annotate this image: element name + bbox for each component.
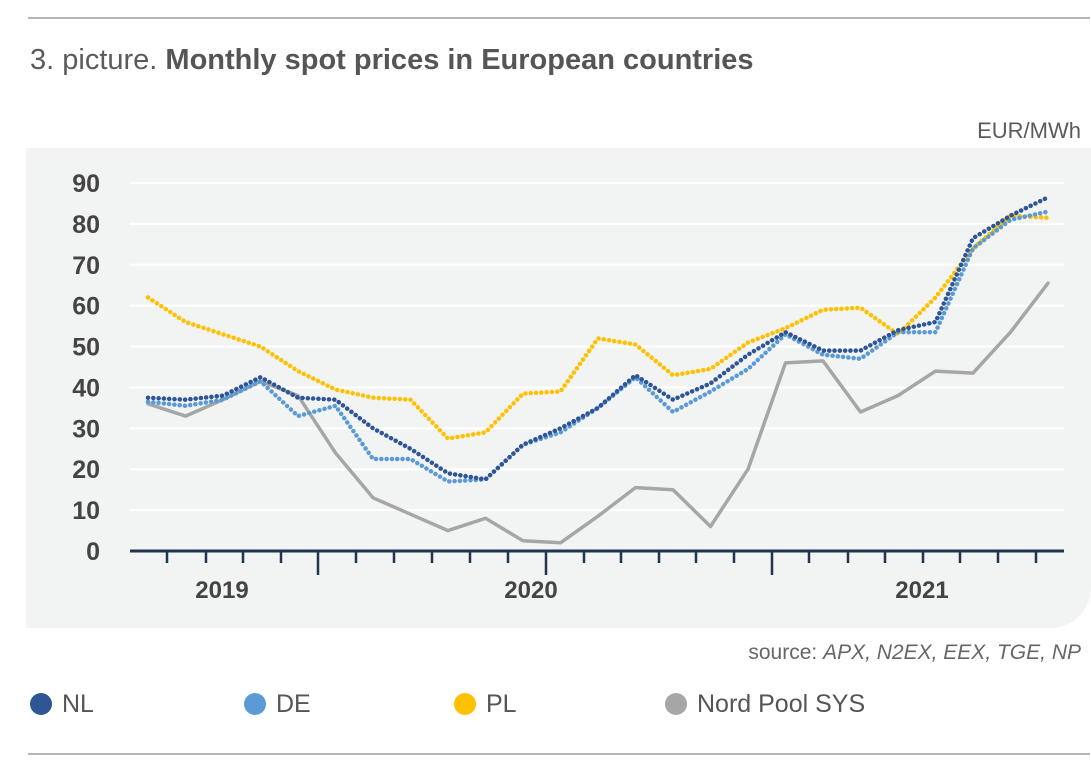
legend-swatch-pl	[454, 693, 476, 715]
source-note: source: APX, N2EX, EEX, TGE, NP	[748, 641, 1081, 665]
legend-item-nl: NL	[30, 686, 94, 722]
y-tick-label: 60	[72, 293, 100, 321]
legend-label-nordpool: Nord Pool SYS	[697, 689, 866, 718]
legend-label-nl: NL	[62, 689, 94, 718]
y-tick-label: 20	[72, 456, 100, 484]
legend-item-nordpool: Nord Pool SYS	[665, 686, 865, 722]
y-tick-label: 40	[72, 374, 100, 402]
x-year-label: 2020	[504, 577, 557, 604]
unit-label: EUR/MWh	[977, 118, 1081, 143]
series-line-nl	[145, 195, 1051, 482]
y-tick-label: 70	[72, 252, 100, 280]
legend: NL DE PL Nord Pool SYS	[30, 686, 1070, 722]
x-year-label: 2021	[895, 577, 948, 604]
legend-swatch-nl	[30, 693, 52, 715]
bottom-divider	[28, 753, 1090, 755]
y-tick-label: 80	[72, 211, 100, 239]
x-year-label: 2019	[195, 577, 248, 604]
source-list: APX, N2EX, EEX, TGE, NP	[823, 641, 1081, 664]
legend-swatch-nordpool	[665, 693, 687, 715]
legend-item-de: DE	[244, 686, 311, 722]
legend-item-pl: PL	[454, 686, 517, 722]
y-tick-label: 0	[86, 538, 100, 566]
legend-label-pl: PL	[486, 689, 517, 718]
source-label: source:	[748, 641, 818, 664]
chart-title: 3. picture. Monthly spot prices in Europ…	[30, 42, 754, 78]
legend-swatch-de	[244, 693, 266, 715]
top-divider	[28, 17, 1090, 19]
legend-label-de: DE	[276, 689, 311, 718]
y-tick-label: 10	[72, 497, 100, 525]
y-tick-label: 50	[72, 334, 100, 362]
y-tick-label: 30	[72, 415, 100, 443]
y-tick-label: 90	[72, 170, 100, 198]
title-main: Monthly spot prices in European countrie…	[165, 44, 754, 76]
title-prefix: 3. picture.	[30, 44, 158, 76]
